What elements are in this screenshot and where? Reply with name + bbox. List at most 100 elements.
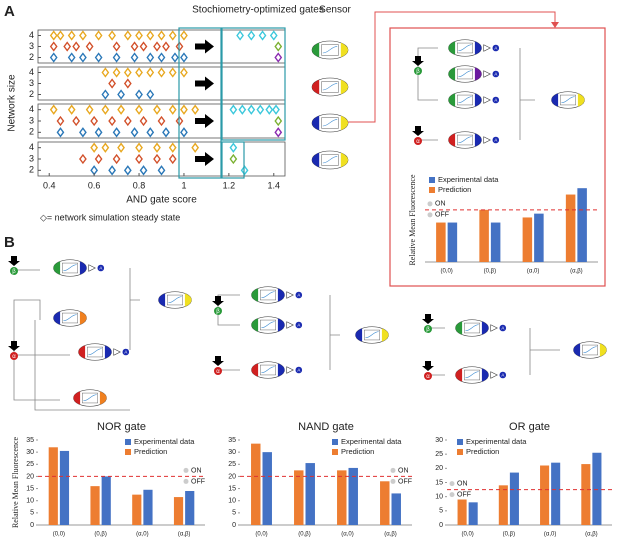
species	[295, 321, 303, 329]
point	[123, 67, 132, 78]
x-tick-label: 1	[181, 180, 186, 190]
point	[112, 153, 121, 165]
transfer-curve	[465, 324, 479, 332]
point	[85, 41, 94, 52]
bar	[447, 222, 458, 262]
species	[295, 291, 303, 299]
y-tick-label: 2	[29, 52, 34, 62]
y-tick-label: 20	[26, 473, 34, 480]
point	[146, 127, 155, 138]
gene-circuit: A	[455, 366, 507, 384]
promoter	[251, 363, 259, 377]
species	[97, 264, 105, 272]
input-species	[214, 367, 222, 375]
gene-circuit	[311, 113, 349, 133]
header: Stochiometry-optimized gates	[192, 5, 324, 16]
legend-swatch	[429, 177, 435, 183]
gene-circuit: A	[251, 361, 303, 379]
point	[101, 89, 110, 100]
bar	[59, 450, 70, 525]
bar	[577, 188, 587, 262]
threshold-label: OFF	[435, 212, 449, 219]
highlight	[221, 141, 245, 179]
point	[67, 30, 76, 41]
reporter	[277, 318, 285, 332]
threshold-icon	[390, 478, 396, 484]
input-species	[414, 67, 422, 75]
promoter	[448, 41, 456, 55]
y-tick-label: 10	[435, 494, 443, 501]
bar	[101, 476, 111, 525]
point	[180, 127, 188, 138]
point	[85, 104, 94, 115]
point	[168, 142, 177, 153]
y-tick-label: 15	[228, 485, 236, 492]
point	[135, 89, 143, 100]
promoter	[448, 93, 456, 107]
input-arrow	[212, 296, 224, 306]
point	[180, 52, 188, 63]
species-label: A	[297, 293, 300, 298]
point	[108, 78, 116, 89]
x-tick-label: (α,β)	[570, 269, 583, 275]
bar	[509, 472, 519, 525]
y-tick-label: 3	[29, 78, 34, 88]
bar	[592, 452, 602, 525]
point	[274, 115, 283, 127]
y-tick-label: 30	[228, 449, 236, 456]
gene-circuit	[551, 91, 585, 109]
species-label: A	[494, 138, 497, 143]
input-arrow	[8, 341, 20, 351]
promoter	[251, 318, 259, 332]
bar	[262, 452, 272, 525]
point	[130, 52, 139, 63]
input-label: β	[216, 309, 220, 315]
y-tick-label: 30	[26, 449, 34, 456]
y-tick-label: 25	[435, 451, 443, 458]
reporter	[79, 311, 87, 325]
y-tick-label: 20	[435, 465, 443, 472]
point	[123, 165, 132, 176]
point	[67, 104, 76, 115]
gene-circuit: A	[448, 131, 500, 149]
species	[492, 44, 500, 52]
point	[56, 30, 65, 41]
point	[130, 41, 139, 52]
gene-circuit: A	[448, 65, 500, 83]
x-tick-label: (0,0)	[255, 532, 267, 538]
point	[130, 127, 139, 138]
input-arrow	[422, 314, 434, 324]
point	[135, 104, 143, 115]
reporter	[79, 261, 87, 275]
point	[157, 30, 166, 41]
panel-label: A	[4, 3, 15, 20]
point	[117, 89, 125, 100]
promoter	[53, 311, 61, 325]
gene-circuit: A	[251, 286, 303, 304]
bar	[143, 489, 153, 525]
y-tick-label: 5	[30, 510, 34, 517]
point	[117, 142, 125, 153]
point	[135, 142, 143, 153]
y-tick-label: 5	[232, 510, 236, 517]
x-tick-label: (0,β)	[484, 269, 496, 275]
reporter	[599, 343, 607, 357]
chart-title: NAND gate	[298, 421, 354, 433]
gene-circuit: A	[53, 259, 105, 277]
promoter	[73, 391, 81, 405]
species-label: A	[494, 46, 497, 51]
species-label: A	[501, 326, 504, 331]
legend-label: Prediction	[466, 447, 499, 456]
input-species	[424, 325, 432, 333]
point	[162, 127, 170, 138]
x-tick-label: 1.2	[223, 180, 236, 190]
gene-circuit	[355, 326, 389, 344]
transfer-curve	[458, 96, 472, 104]
species-label: A	[124, 350, 127, 355]
point	[79, 30, 87, 41]
bar	[565, 194, 576, 262]
point	[162, 41, 170, 52]
promoter	[448, 67, 456, 81]
species	[492, 136, 500, 144]
transfer-curve	[322, 156, 338, 164]
